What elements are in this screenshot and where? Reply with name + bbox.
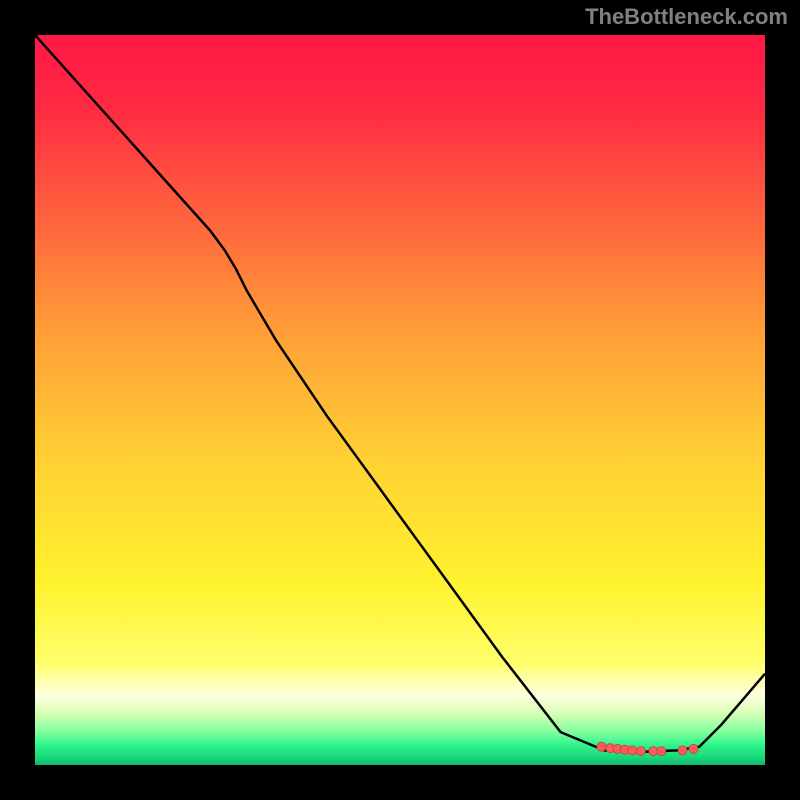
- optimal-point-marker: [597, 742, 606, 751]
- optimal-point-marker: [678, 746, 687, 755]
- optimal-point-marker: [657, 747, 666, 756]
- chart-container: TheBottleneck.com: [0, 0, 800, 800]
- optimal-point-marker: [628, 746, 637, 755]
- optimal-point-marker: [636, 747, 645, 756]
- optimal-point-marker: [689, 744, 698, 753]
- gradient-background: [35, 35, 765, 765]
- watermark-text: TheBottleneck.com: [585, 4, 788, 30]
- chart-svg: [35, 35, 765, 765]
- plot-area: [35, 35, 765, 765]
